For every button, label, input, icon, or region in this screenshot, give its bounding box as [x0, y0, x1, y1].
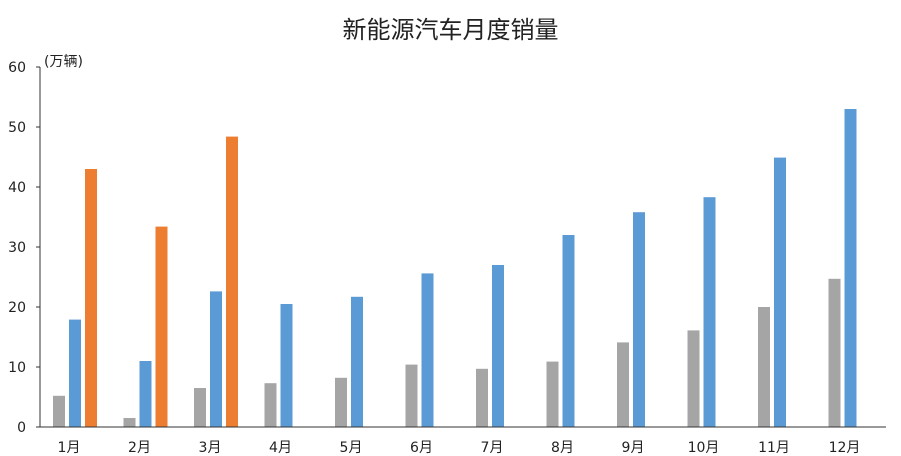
bar-series1-2: [123, 418, 136, 427]
bar-series1-1: [53, 395, 65, 427]
y-unit-label: (万辆): [44, 54, 83, 70]
x-tick-label-7: 7月: [481, 440, 504, 456]
bar-series2-6: [421, 273, 434, 427]
y-tick-label-2: 20: [8, 300, 26, 316]
bar-series2-5: [351, 296, 363, 427]
y-tick-label-5: 50: [8, 120, 26, 136]
bar-series3-2: [155, 226, 168, 427]
bar-series2-1: [69, 319, 81, 427]
x-tick-label-5: 5月: [340, 440, 363, 456]
bar-series1-11: [758, 307, 770, 427]
bar-series1-8: [546, 361, 559, 427]
bar-series2-4: [280, 304, 293, 427]
x-tick-label-1: 1月: [58, 440, 81, 456]
bar-series2-8: [562, 235, 575, 427]
bar-series2-7: [492, 265, 504, 427]
bar-series1-3: [194, 388, 206, 427]
x-tick-label-2: 2月: [128, 440, 151, 456]
y-tick-label-4: 40: [8, 180, 26, 196]
bar-series1-12: [828, 278, 841, 427]
bar-series1-7: [476, 368, 488, 427]
x-tick-label-10: 10月: [688, 440, 720, 456]
x-tick-label-12: 12月: [829, 440, 861, 456]
x-tick-label-9: 9月: [622, 440, 645, 456]
bar-series2-2: [139, 361, 152, 427]
bar-series1-10: [687, 330, 700, 427]
bar-series3-1: [85, 169, 97, 427]
x-tick-label-3: 3月: [199, 440, 222, 456]
x-tick-label-4: 4月: [269, 440, 292, 456]
x-tick-label-8: 8月: [551, 440, 574, 456]
bar-series3-3: [226, 136, 238, 427]
x-tick-label-11: 11月: [758, 440, 790, 456]
y-tick-label-1: 10: [8, 360, 26, 376]
bar-series2-9: [633, 212, 645, 427]
bar-series2-12: [844, 109, 857, 427]
bar-series1-6: [405, 364, 418, 427]
bar-series2-10: [703, 197, 716, 427]
bar-series1-5: [335, 377, 347, 427]
bar-series1-9: [617, 342, 629, 427]
y-tick-label-6: 60: [8, 60, 26, 76]
y-tick-label-0: 0: [17, 420, 26, 436]
bar-series1-4: [264, 383, 277, 427]
y-tick-label-3: 30: [8, 240, 26, 256]
bar-series2-11: [774, 157, 786, 427]
x-tick-label-6: 6月: [410, 440, 433, 456]
bar-series2-3: [210, 291, 222, 427]
chart-title: 新能源汽车月度销量: [342, 16, 559, 44]
